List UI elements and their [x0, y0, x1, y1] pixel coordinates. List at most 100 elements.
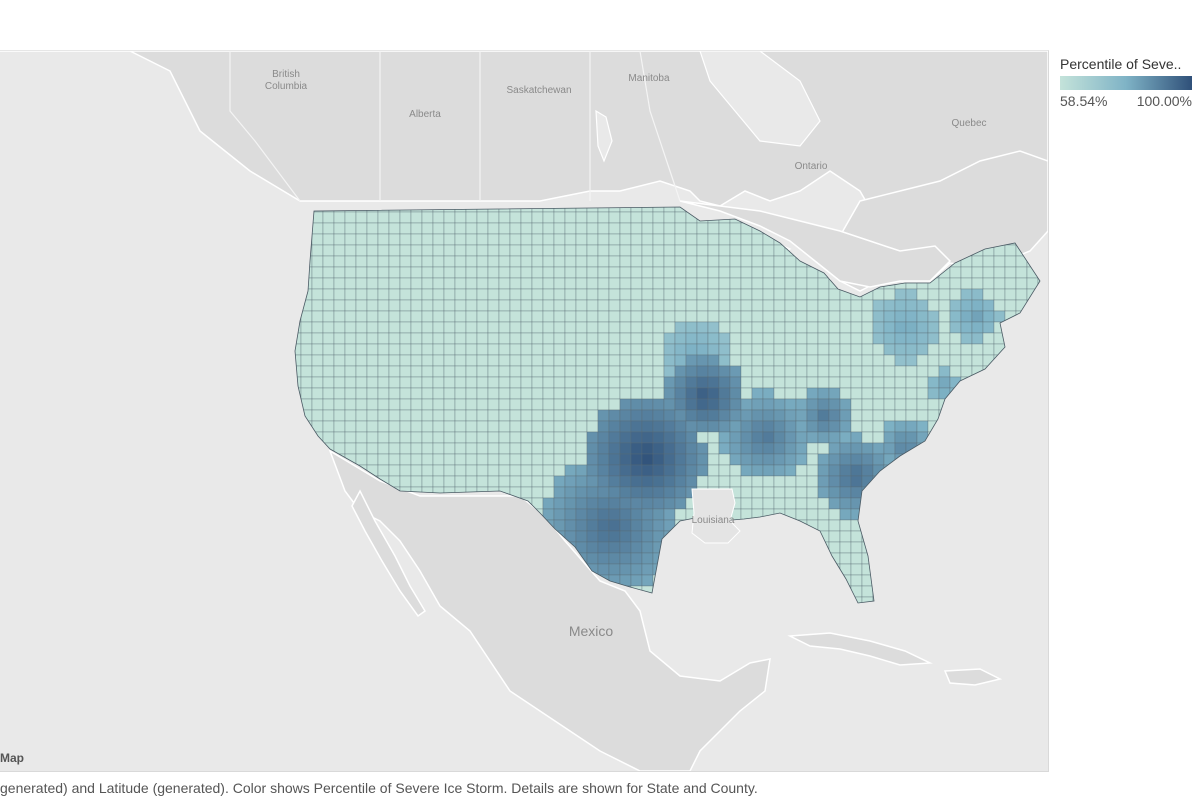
county-cell[interactable]	[542, 409, 555, 422]
county-cell[interactable]	[839, 343, 852, 356]
county-cell[interactable]	[652, 310, 665, 323]
county-cell[interactable]	[905, 343, 918, 356]
county-cell[interactable]	[421, 233, 434, 246]
county-cell[interactable]	[696, 299, 709, 312]
county-cell[interactable]	[520, 332, 533, 345]
county-cell[interactable]	[421, 475, 434, 488]
county-cell[interactable]	[663, 409, 676, 422]
county-cell[interactable]	[410, 332, 423, 345]
county-cell[interactable]	[905, 321, 918, 334]
county-cell[interactable]	[641, 255, 654, 268]
county-cell[interactable]	[630, 365, 643, 378]
county-cell[interactable]	[795, 277, 808, 290]
county-cell[interactable]	[806, 508, 819, 521]
county-cell[interactable]	[883, 376, 896, 389]
county-cell[interactable]	[619, 563, 632, 576]
county-cell[interactable]	[608, 376, 621, 389]
county-cell[interactable]	[817, 365, 830, 378]
county-cell[interactable]	[509, 266, 522, 279]
county-cell[interactable]	[806, 376, 819, 389]
county-cell[interactable]	[421, 420, 434, 433]
county-cell[interactable]	[443, 321, 456, 334]
county-cell[interactable]	[443, 453, 456, 466]
county-cell[interactable]	[729, 431, 742, 444]
county-cell[interactable]	[850, 332, 863, 345]
county-cell[interactable]	[652, 464, 665, 477]
county-cell[interactable]	[421, 453, 434, 466]
county-cell[interactable]	[927, 343, 940, 356]
county-cell[interactable]	[553, 387, 566, 400]
county-cell[interactable]	[531, 321, 544, 334]
county-cell[interactable]	[410, 442, 423, 455]
county-cell[interactable]	[674, 398, 687, 411]
county-cell[interactable]	[597, 541, 610, 554]
county-cell[interactable]	[586, 431, 599, 444]
county-cell[interactable]	[773, 255, 786, 268]
county-cell[interactable]	[355, 321, 368, 334]
county-cell[interactable]	[344, 277, 357, 290]
county-cell[interactable]	[586, 541, 599, 554]
county-cell[interactable]	[366, 277, 379, 290]
county-cell[interactable]	[388, 244, 401, 257]
county-cell[interactable]	[839, 442, 852, 455]
county-cell[interactable]	[674, 354, 687, 367]
county-cell[interactable]	[388, 255, 401, 268]
county-cell[interactable]	[784, 387, 797, 400]
county-cell[interactable]	[982, 343, 995, 356]
county-cell[interactable]	[465, 332, 478, 345]
county-cell[interactable]	[531, 299, 544, 312]
county-cell[interactable]	[498, 431, 511, 444]
county-cell[interactable]	[498, 475, 511, 488]
county-cell[interactable]	[487, 376, 500, 389]
county-cell[interactable]	[839, 541, 852, 554]
county-cell[interactable]	[751, 266, 764, 279]
county-cell[interactable]	[465, 354, 478, 367]
county-cell[interactable]	[432, 211, 445, 224]
county-cell[interactable]	[432, 442, 445, 455]
county-cell[interactable]	[333, 431, 346, 444]
county-cell[interactable]	[575, 442, 588, 455]
county-cell[interactable]	[762, 244, 775, 257]
county-cell[interactable]	[960, 343, 973, 356]
county-cell[interactable]	[641, 508, 654, 521]
county-cell[interactable]	[366, 299, 379, 312]
county-cell[interactable]	[575, 343, 588, 356]
county-cell[interactable]	[685, 387, 698, 400]
county-cell[interactable]	[674, 233, 687, 246]
county-cell[interactable]	[707, 442, 720, 455]
county-cell[interactable]	[740, 233, 753, 246]
county-cell[interactable]	[828, 354, 841, 367]
county-cell[interactable]	[542, 332, 555, 345]
county-cell[interactable]	[861, 321, 874, 334]
county-cell[interactable]	[355, 420, 368, 433]
county-cell[interactable]	[663, 288, 676, 301]
county-cell[interactable]	[509, 387, 522, 400]
county-cell[interactable]	[476, 431, 489, 444]
county-cell[interactable]	[839, 299, 852, 312]
county-cell[interactable]	[575, 519, 588, 532]
county-cell[interactable]	[399, 376, 412, 389]
county-cell[interactable]	[498, 420, 511, 433]
county-cell[interactable]	[674, 288, 687, 301]
county-cell[interactable]	[795, 376, 808, 389]
county-cell[interactable]	[762, 409, 775, 422]
county-cell[interactable]	[509, 222, 522, 235]
county-cell[interactable]	[872, 409, 885, 422]
county-cell[interactable]	[498, 453, 511, 466]
county-cell[interactable]	[905, 288, 918, 301]
county-cell[interactable]	[465, 431, 478, 444]
county-cell[interactable]	[597, 431, 610, 444]
county-cell[interactable]	[542, 365, 555, 378]
county-cell[interactable]	[465, 442, 478, 455]
county-cell[interactable]	[850, 420, 863, 433]
county-cell[interactable]	[344, 211, 357, 224]
county-cell[interactable]	[905, 365, 918, 378]
county-cell[interactable]	[476, 310, 489, 323]
county-cell[interactable]	[366, 354, 379, 367]
county-cell[interactable]	[630, 431, 643, 444]
county-cell[interactable]	[905, 376, 918, 389]
county-cell[interactable]	[344, 321, 357, 334]
county-cell[interactable]	[597, 563, 610, 576]
county-cell[interactable]	[509, 354, 522, 367]
county-cell[interactable]	[432, 244, 445, 257]
